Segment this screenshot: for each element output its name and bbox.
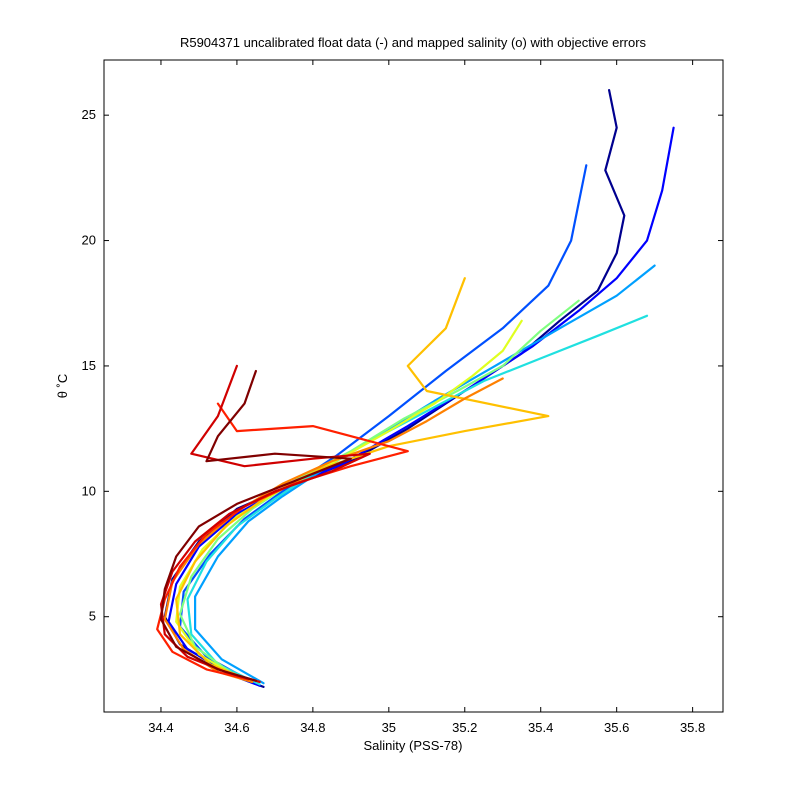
y-tick-label: 10	[82, 483, 96, 498]
x-tick-label: 34.6	[224, 720, 249, 735]
axes-frame	[103, 59, 724, 713]
y-tick-label: 15	[82, 358, 96, 373]
x-tick-label: 34.4	[148, 720, 173, 735]
x-axis-title: Salinity (PSS-78)	[364, 738, 463, 753]
x-axis: 34.4 34.6 34.8 35 35.2 35.4 35.6 35.8	[148, 60, 705, 735]
y-axis-title: θ ˚C	[55, 374, 70, 399]
y-tick-label: 25	[82, 107, 96, 122]
x-tick-label: 35	[382, 720, 396, 735]
series-line-1	[167, 126, 675, 687]
x-tick-label: 34.8	[300, 720, 325, 735]
series-line-7	[175, 277, 550, 681]
x-tick-label: 35.4	[528, 720, 553, 735]
x-tick-label: 35.2	[452, 720, 477, 735]
x-tick-label: 35.8	[680, 720, 705, 735]
series-line-11	[159, 369, 352, 682]
x-tick-label: 35.6	[604, 720, 629, 735]
y-tick-label: 5	[89, 609, 96, 624]
y-tick-label: 20	[82, 233, 96, 248]
plot-area	[156, 88, 675, 689]
y-axis: 5 10 15 20 25	[82, 107, 723, 624]
chart-title: R5904371 uncalibrated float data (-) and…	[180, 35, 647, 50]
